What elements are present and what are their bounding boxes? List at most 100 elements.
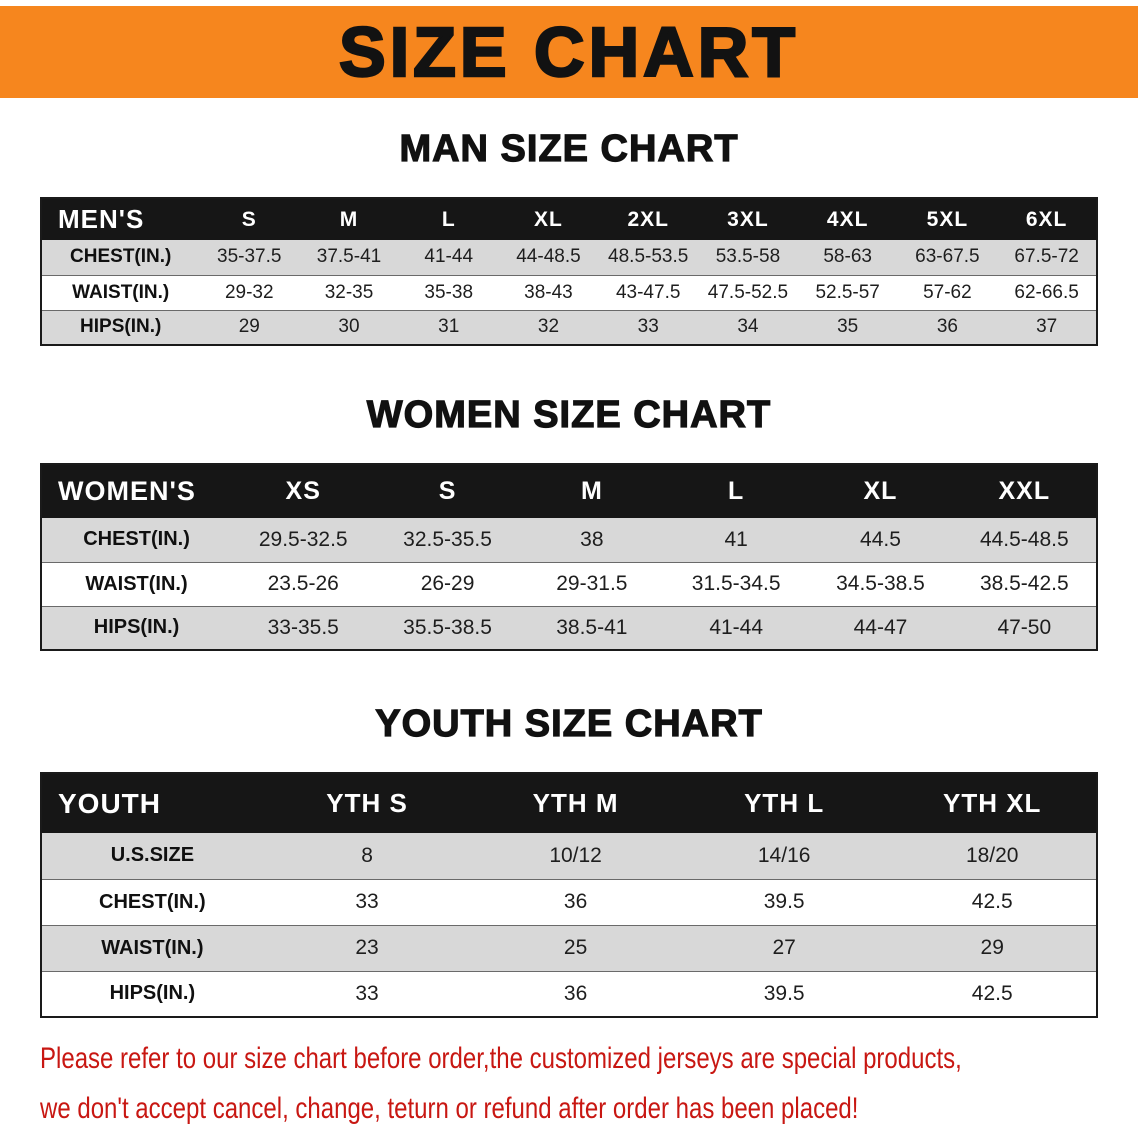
table-row: HIPS(IN.) 29 30 31 32 33 34 35 36 37 (41, 309, 1097, 345)
size-column-header: 5XL (897, 198, 998, 240)
size-value-cell: 38-43 (498, 274, 599, 310)
size-value-cell: 14/16 (757, 843, 811, 867)
men-size-section: MAN SIZE CHART MEN'S S M L XL 2XL 3XL 4XL 5XL 6XL… (0, 127, 1138, 346)
size-column-header: YTH XL (888, 773, 1097, 833)
size-value-cell: 35-38 (398, 274, 499, 310)
table-row: HIPS(IN.) 33 36 39.5 42.5 (41, 970, 1097, 1017)
table-row: CHEST(IN.) 35-37.5 37.5-41 41-44 44-48.5 48.5… (41, 240, 1097, 275)
size-column-header: S (375, 464, 520, 518)
size-value-cell: 32.5-35.5 (403, 527, 492, 551)
size-column-header: S (199, 198, 300, 240)
size-value-cell: 37 (997, 309, 1097, 345)
disclaimer-line-2: we don't accept cancel, change, teturn o… (40, 1092, 859, 1125)
size-chart-page: SIZE CHART MAN SIZE CHART MEN'S S M L XL 2XL 3… (0, 6, 1138, 1134)
disclaimer: Please refer to our size chart before or… (40, 1034, 1138, 1134)
size-value-cell: 36 (471, 970, 680, 1017)
size-value-cell: 29.5-32.5 (258, 527, 348, 551)
size-value-cell: 44.5 (860, 527, 901, 551)
size-value-cell: 27 (679, 924, 889, 971)
size-value-cell: 47-50 (952, 605, 1097, 650)
size-value-cell: 41-44 (664, 605, 809, 650)
table-row: CHEST(IN.) 33 36 39.5 42.5 (41, 878, 1097, 925)
size-column-header: L (664, 464, 809, 518)
size-value-cell: 34.5-38.5 (808, 561, 953, 606)
size-column-header: XL (808, 464, 953, 518)
size-value-cell: 48.5-53.5 (608, 246, 689, 268)
size-value-cell: 52.5-57 (797, 274, 898, 310)
youth-section-heading: YOUTH SIZE CHART (375, 702, 763, 745)
size-value-cell: 58-63 (823, 246, 872, 268)
women-size-section: WOMEN SIZE CHART WOMEN'S XS S M L XL XXL CHEST(… (0, 393, 1138, 651)
table-row: WAIST(IN.) 23.5-26 26-29 29-31.5 31.5-34.5 34… (41, 561, 1097, 606)
banner: SIZE CHART (0, 6, 1138, 98)
size-value-cell: 23 (262, 924, 472, 971)
size-value-cell: 8 (361, 843, 373, 867)
size-value-cell: 33 (262, 878, 472, 925)
size-value-cell: 43-47.5 (598, 274, 699, 310)
row-label-cell: HIPS(IN.) (41, 309, 200, 345)
size-value-cell: 62-66.5 (997, 274, 1097, 310)
size-value-cell: 63-67.5 (915, 246, 980, 268)
size-value-cell: 32-35 (299, 274, 399, 310)
row-label-cell: CHEST(IN.) (83, 528, 190, 551)
table-title-cell: WOMEN'S (41, 464, 232, 518)
size-value-cell: 38.5-41 (519, 605, 665, 650)
youth-size-table: YOUTH YTH S YTH M YTH L YTH XL U.S.SIZE 8 10/12… (40, 772, 1098, 1018)
size-value-cell: 41-44 (424, 246, 474, 268)
size-column-header: YTH S (262, 773, 472, 833)
size-value-cell: 47.5-52.5 (698, 274, 798, 310)
size-value-cell: 23.5-26 (231, 561, 376, 606)
size-value-cell: 35-37.5 (217, 246, 282, 268)
row-label-cell: HIPS(IN.) (41, 605, 232, 650)
size-column-header: M (519, 464, 665, 518)
women-size-table: WOMEN'S XS S M L XL XXL CHEST(IN.) 29.5-32.5 32.5… (40, 463, 1098, 651)
table-header-row: YOUTH YTH S YTH M YTH L YTH XL (41, 773, 1097, 833)
row-label-cell: HIPS(IN.) (41, 970, 263, 1017)
size-value-cell: 39.5 (679, 970, 889, 1017)
size-value-cell: 38 (580, 527, 604, 551)
size-value-cell: 42.5 (888, 970, 1097, 1017)
table-row: U.S.SIZE 8 10/12 14/16 18/20 (41, 833, 1097, 879)
size-value-cell: 44-47 (808, 605, 953, 650)
size-column-header: M (299, 198, 399, 240)
row-label-cell: WAIST(IN.) (41, 561, 232, 606)
size-value-cell: 18/20 (965, 843, 1019, 867)
size-value-cell: 29 (888, 924, 1097, 971)
table-row: CHEST(IN.) 29.5-32.5 32.5-35.5 38 41 44.5 44.5… (41, 518, 1097, 562)
size-value-cell: 42.5 (888, 878, 1097, 925)
size-value-cell: 39.5 (679, 878, 889, 925)
table-title-cell: MEN'S (41, 198, 200, 240)
size-column-header: 4XL (797, 198, 898, 240)
banner-title: SIZE CHART (338, 12, 799, 93)
table-title-cell: YOUTH (41, 773, 263, 833)
size-value-cell: 35 (797, 309, 898, 345)
size-value-cell: 36 (897, 309, 998, 345)
size-value-cell: 37.5-41 (316, 246, 382, 268)
size-column-header: YTH L (679, 773, 889, 833)
size-value-cell: 31 (398, 309, 499, 345)
size-value-cell: 35.5-38.5 (375, 605, 520, 650)
table-header-row: WOMEN'S XS S M L XL XXL (41, 464, 1097, 518)
row-label-cell: WAIST(IN.) (41, 274, 200, 310)
size-value-cell: 38.5-42.5 (952, 561, 1097, 606)
size-value-cell: 33 (598, 309, 699, 345)
size-column-header: YTH M (471, 773, 680, 833)
size-column-header: 6XL (997, 198, 1097, 240)
size-value-cell: 34 (698, 309, 798, 345)
row-label-cell: CHEST(IN.) (70, 246, 172, 268)
size-value-cell: 29-32 (199, 274, 300, 310)
size-value-cell: 57-62 (897, 274, 998, 310)
size-value-cell: 67.5-72 (1014, 246, 1079, 268)
men-size-table: MEN'S S M L XL 2XL 3XL 4XL 5XL 6XL CHEST(IN.) 35-37… (40, 197, 1098, 346)
size-column-header: L (398, 198, 499, 240)
size-value-cell: 31.5-34.5 (664, 561, 809, 606)
table-header-row: MEN'S S M L XL 2XL 3XL 4XL 5XL 6XL (41, 198, 1097, 240)
size-column-header: XS (231, 464, 376, 518)
row-label-cell: CHEST(IN.) (41, 878, 263, 925)
size-value-cell: 33-35.5 (231, 605, 376, 650)
size-value-cell: 10/12 (549, 843, 602, 867)
disclaimer-line-1: Please refer to our size chart before or… (40, 1042, 962, 1075)
size-value-cell: 44-48.5 (516, 246, 581, 268)
size-column-header: XL (498, 198, 599, 240)
youth-size-section: YOUTH SIZE CHART YOUTH YTH S YTH M YTH L YTH… (0, 702, 1138, 1018)
